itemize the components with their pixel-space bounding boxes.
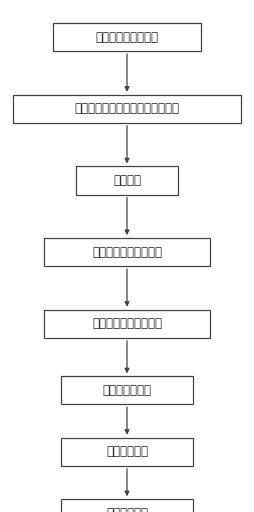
- Bar: [61, 438, 193, 466]
- Bar: [44, 310, 210, 338]
- Text: 对数据进行判断和完善: 对数据进行判断和完善: [92, 317, 162, 330]
- Bar: [53, 23, 201, 51]
- Text: 形成三维模型: 形成三维模型: [106, 507, 148, 512]
- Bar: [61, 376, 193, 404]
- Bar: [61, 499, 193, 512]
- Bar: [44, 238, 210, 266]
- Bar: [76, 166, 178, 195]
- Bar: [13, 95, 241, 123]
- Text: 构建网格插入点: 构建网格插入点: [103, 384, 151, 397]
- Text: 数据选取: 数据选取: [113, 174, 141, 187]
- Text: 对地层数据进行整合: 对地层数据进行整合: [96, 31, 158, 44]
- Text: 生成数据结构: 生成数据结构: [106, 445, 148, 458]
- Text: 确定建模构建区域范围: 确定建模构建区域范围: [92, 246, 162, 259]
- Text: 对地层数据进行定义和区域的选取: 对地层数据进行定义和区域的选取: [74, 102, 180, 115]
